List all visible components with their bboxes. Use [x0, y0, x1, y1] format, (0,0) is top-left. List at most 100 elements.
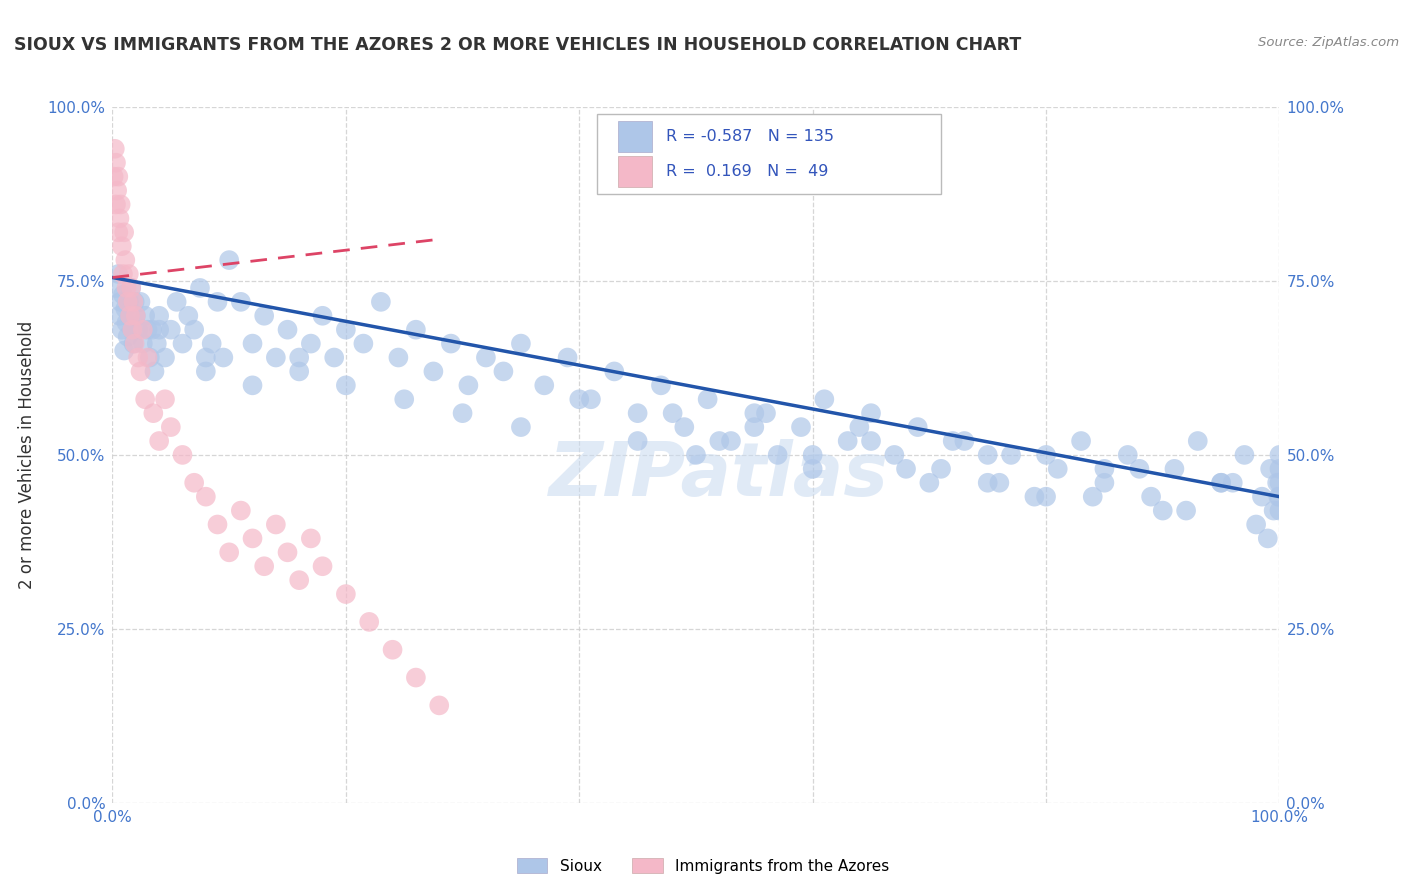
Point [953, 434, 976, 448]
Point [139, 351, 162, 365]
Point [148, 434, 170, 448]
Point [744, 406, 766, 420]
Point [1263, 503, 1285, 517]
Point [381, 642, 404, 657]
Point [568, 392, 591, 407]
Text: SIOUX VS IMMIGRANTS FROM THE AZORES 2 OR MORE VEHICLES IN HOUSEHOLD CORRELATION : SIOUX VS IMMIGRANTS FROM THE AZORES 2 OR… [14, 36, 1021, 54]
Point [1035, 448, 1057, 462]
Point [627, 434, 650, 448]
Point [1000, 448, 1022, 462]
Point [288, 351, 311, 365]
Point [201, 336, 224, 351]
FancyBboxPatch shape [596, 114, 941, 194]
Point [457, 378, 479, 392]
Point [1175, 503, 1198, 517]
Point [1233, 448, 1256, 462]
Point [118, 309, 141, 323]
Point [104, 142, 127, 156]
Point [276, 323, 298, 337]
Point [153, 351, 176, 365]
FancyBboxPatch shape [617, 121, 652, 152]
Point [790, 420, 813, 434]
Point [1268, 503, 1291, 517]
Point [359, 615, 381, 629]
Point [242, 378, 264, 392]
Point [907, 420, 929, 434]
Text: Source: ZipAtlas.com: Source: ZipAtlas.com [1258, 36, 1399, 49]
Point [801, 462, 824, 476]
Point [603, 364, 626, 378]
Point [1152, 503, 1174, 517]
Point [229, 503, 252, 517]
Point [627, 406, 650, 420]
Point [104, 155, 127, 169]
Point [148, 323, 170, 337]
Point [1257, 532, 1279, 546]
Point [125, 309, 148, 323]
Point [104, 281, 127, 295]
Point [766, 448, 789, 462]
Point [132, 323, 155, 337]
Point [253, 309, 276, 323]
Point [194, 351, 217, 365]
Point [1267, 490, 1289, 504]
Point [813, 392, 835, 407]
Point [122, 336, 145, 351]
Point [121, 323, 143, 337]
Point [229, 294, 252, 309]
Point [124, 336, 146, 351]
Point [387, 351, 409, 365]
Point [134, 309, 156, 323]
Point [264, 517, 287, 532]
Point [107, 169, 129, 184]
Point [115, 281, 138, 295]
Point [120, 281, 142, 295]
Point [218, 253, 240, 268]
Point [122, 294, 145, 309]
Point [918, 475, 941, 490]
Point [299, 336, 322, 351]
Point [1258, 462, 1281, 476]
Point [929, 462, 952, 476]
Point [112, 343, 135, 358]
Point [212, 351, 235, 365]
Point [136, 323, 159, 337]
Point [311, 309, 333, 323]
Point [194, 364, 217, 378]
Point [1187, 434, 1209, 448]
Point [264, 351, 287, 365]
Point [148, 309, 170, 323]
Point [1128, 462, 1150, 476]
Text: R = -0.587   N = 135: R = -0.587 N = 135 [666, 128, 834, 144]
Point [988, 475, 1011, 490]
Point [118, 267, 141, 281]
Point [218, 545, 240, 559]
Point [194, 490, 217, 504]
Point [1140, 490, 1163, 504]
Point [860, 406, 883, 420]
Point [1081, 490, 1104, 504]
Point [1094, 462, 1116, 476]
Point [110, 197, 132, 211]
Point [1094, 475, 1116, 490]
Point [172, 336, 194, 351]
Point [108, 309, 131, 323]
Point [1222, 475, 1244, 490]
Point [405, 323, 427, 337]
Point [1209, 475, 1232, 490]
Point [110, 294, 132, 309]
Point [1268, 475, 1291, 490]
Point [696, 392, 718, 407]
Point [1024, 490, 1046, 504]
Point [492, 364, 515, 378]
Point [405, 671, 427, 685]
Point [475, 351, 498, 365]
Point [1116, 448, 1139, 462]
Point [335, 323, 357, 337]
Point [183, 323, 205, 337]
Y-axis label: 2 or more Vehicles in Household: 2 or more Vehicles in Household [18, 321, 37, 589]
Point [104, 197, 127, 211]
Point [107, 225, 129, 239]
Point [112, 225, 135, 239]
Point [860, 434, 883, 448]
